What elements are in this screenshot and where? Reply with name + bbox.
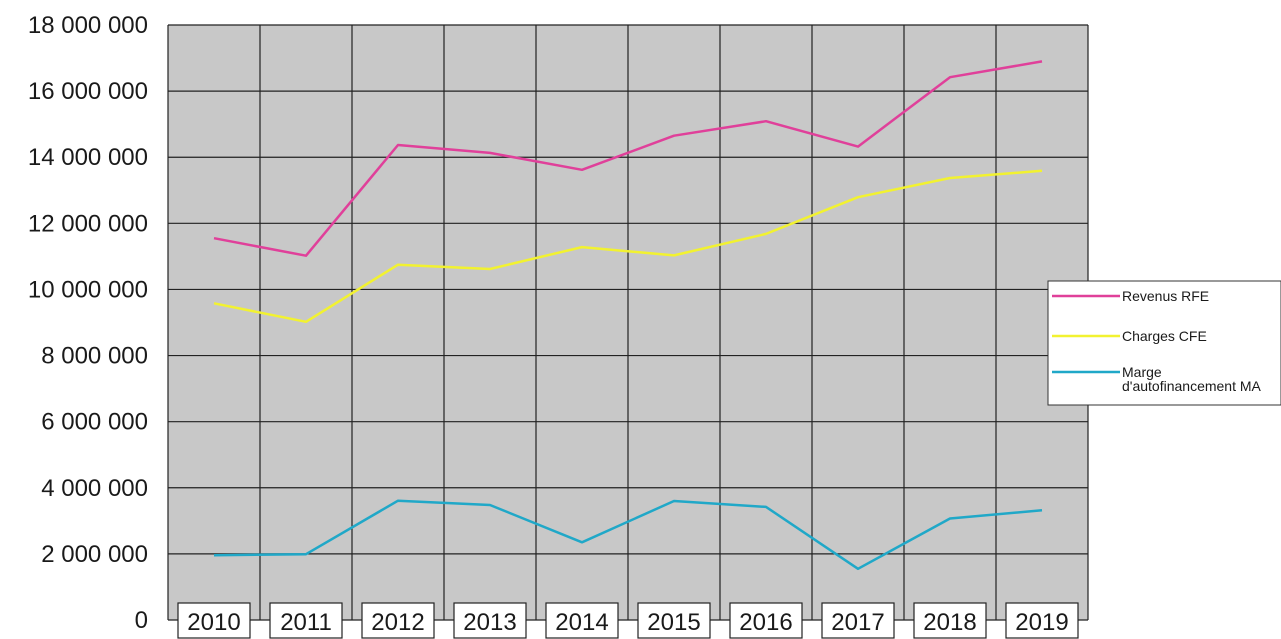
y-tick-label: 0 bbox=[135, 607, 148, 634]
x-tick-label: 2015 bbox=[647, 609, 700, 636]
y-tick-label: 6 000 000 bbox=[41, 409, 148, 436]
legend: Revenus RFE Charges CFE Marge d'autofinance… bbox=[1047, 280, 1281, 406]
x-tick-box bbox=[453, 602, 527, 639]
x-tick-label: 2018 bbox=[923, 609, 976, 636]
x-tick-box bbox=[821, 602, 895, 639]
x-tick-box bbox=[729, 602, 803, 639]
y-tick-label: 4 000 000 bbox=[41, 475, 148, 502]
y-tick-label: 8 000 000 bbox=[41, 343, 148, 370]
gridlines bbox=[167, 24, 1089, 621]
legend-label: Charges CFE bbox=[1122, 328, 1207, 344]
x-tick-box bbox=[1005, 602, 1079, 639]
x-tick-box bbox=[269, 602, 343, 639]
y-tick-label: 12 000 000 bbox=[28, 210, 148, 237]
series-line-2 bbox=[213, 169, 1043, 324]
x-tick-label: 2016 bbox=[739, 609, 792, 636]
y-tick-label: 18 000 000 bbox=[28, 12, 148, 39]
y-tick-label: 16 000 000 bbox=[28, 78, 148, 105]
legend-label: Marge d'autofinancement MA bbox=[1122, 364, 1262, 394]
x-tick-box bbox=[545, 602, 619, 639]
x-tick-label: 2011 bbox=[280, 609, 332, 636]
y-tick-label: 2 000 000 bbox=[41, 541, 148, 568]
x-tick-label: 2012 bbox=[371, 609, 424, 636]
x-tick-label: 2019 bbox=[1015, 609, 1068, 636]
x-tick-box bbox=[177, 602, 251, 639]
y-axis-tick-labels: 0 2 000 000 4 000 000 6 000 000 8 000 000 10 … bbox=[28, 12, 148, 634]
x-tick-box bbox=[913, 602, 987, 639]
x-tick-box bbox=[637, 602, 711, 639]
x-tick-label: 2014 bbox=[555, 609, 608, 636]
x-tick-box bbox=[361, 602, 435, 639]
legend-label: Revenus RFE bbox=[1122, 288, 1209, 304]
series-line-1 bbox=[213, 60, 1043, 257]
y-tick-label: 14 000 000 bbox=[28, 144, 148, 171]
x-tick-label: 2013 bbox=[463, 609, 516, 636]
x-tick-label: 2010 bbox=[187, 609, 240, 636]
series-line-3 bbox=[213, 499, 1043, 571]
x-tick-label: 2017 bbox=[831, 609, 884, 636]
y-tick-label: 10 000 000 bbox=[28, 276, 148, 303]
legend-box bbox=[1047, 280, 1281, 406]
x-axis-tick-labels: 2010 2011 2012 2013 2014 2015 2016 2017 2018 2019 bbox=[177, 602, 1079, 639]
series-lines bbox=[213, 60, 1043, 571]
